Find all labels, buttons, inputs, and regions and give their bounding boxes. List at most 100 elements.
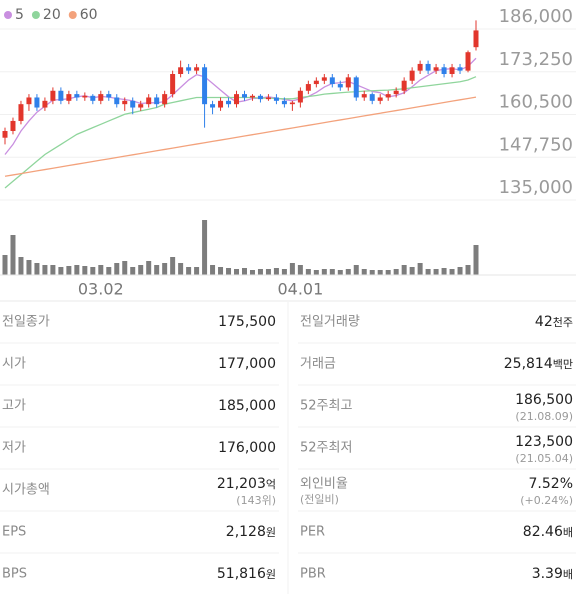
candle-body bbox=[313, 80, 319, 85]
candle-body bbox=[74, 94, 80, 98]
volume-bar bbox=[98, 265, 104, 275]
candle-body bbox=[249, 95, 255, 98]
volume-bar bbox=[273, 268, 279, 275]
moving-average bbox=[4, 57, 477, 155]
row-label: EPS bbox=[2, 525, 26, 540]
moving-average bbox=[4, 76, 477, 189]
row-value: 3.39 bbox=[532, 566, 563, 582]
row-sub: (143위) bbox=[236, 494, 276, 507]
volume-bar bbox=[345, 269, 351, 275]
candle-body bbox=[170, 74, 176, 95]
volume-bar bbox=[2, 255, 8, 275]
row-label: 저가 bbox=[2, 441, 26, 456]
row-label: 시가총액 bbox=[2, 483, 50, 498]
candle-body bbox=[202, 67, 208, 105]
legend-label: 60 bbox=[80, 7, 98, 23]
volume-bar bbox=[321, 269, 327, 275]
volume-bar bbox=[50, 265, 56, 275]
volume-bar bbox=[130, 267, 136, 275]
candle-body bbox=[329, 77, 335, 85]
volume-bar bbox=[82, 266, 88, 275]
row-value: 186,500 bbox=[515, 392, 573, 408]
volume-bar bbox=[18, 257, 24, 275]
row-sub: (+0.24%) bbox=[520, 494, 573, 507]
row-unit: 백만 bbox=[553, 358, 573, 371]
moving-average bbox=[4, 96, 477, 177]
volume-bar bbox=[297, 265, 303, 275]
row-unit: 천주 bbox=[553, 315, 573, 329]
row-label: 전일거래량 bbox=[300, 315, 360, 330]
row-label: 52주최고 bbox=[300, 399, 352, 414]
volume-bar bbox=[106, 267, 112, 275]
x-tick-label: 04.01 bbox=[277, 280, 323, 299]
volume-bar bbox=[178, 263, 184, 275]
candle-body bbox=[26, 97, 32, 105]
row-label: 외인비율 bbox=[300, 477, 348, 492]
row-value: 185,000 bbox=[218, 398, 276, 414]
candle-body bbox=[162, 94, 168, 105]
legend-label: 20 bbox=[43, 7, 61, 23]
volume-bar bbox=[433, 269, 439, 275]
candle-body bbox=[18, 104, 24, 121]
candle-body bbox=[50, 90, 56, 101]
volume-bar bbox=[170, 257, 176, 275]
volume-bar bbox=[377, 270, 383, 275]
candle-body bbox=[409, 70, 415, 81]
volume-bar bbox=[425, 269, 431, 275]
volume-bar bbox=[473, 245, 479, 275]
candle-body bbox=[42, 100, 48, 108]
row-sub: (21.05.04) bbox=[515, 452, 573, 465]
row-value: 82.46 bbox=[523, 524, 563, 540]
row-sub: (21.08.09) bbox=[515, 410, 573, 423]
volume-bar bbox=[353, 265, 359, 275]
table-divider bbox=[0, 300, 576, 302]
volume-bar bbox=[417, 263, 423, 275]
candle-body bbox=[226, 100, 232, 105]
volume-bar bbox=[257, 269, 263, 275]
candle-body bbox=[433, 67, 439, 71]
candle-body bbox=[106, 94, 112, 98]
candle-body bbox=[345, 77, 351, 88]
candle-body bbox=[457, 67, 463, 71]
row-value: 177,000 bbox=[218, 356, 276, 372]
volume-bar bbox=[449, 269, 455, 275]
volume-bar bbox=[281, 269, 287, 275]
candle-body bbox=[2, 131, 8, 138]
row-unit: 원 bbox=[266, 526, 276, 539]
volume-bar bbox=[393, 269, 399, 275]
candle-body bbox=[98, 94, 104, 101]
volume-bar bbox=[226, 268, 232, 275]
volume-bar bbox=[34, 263, 40, 275]
volume-bar bbox=[369, 270, 375, 275]
candle-body bbox=[257, 95, 263, 100]
volume-bar bbox=[194, 267, 200, 275]
candle-body bbox=[393, 90, 399, 95]
row-value: 25,814 bbox=[504, 356, 553, 372]
candle-body bbox=[90, 95, 96, 101]
volume-bar bbox=[465, 265, 471, 275]
candle-body bbox=[66, 94, 72, 101]
row-value: 2,128 bbox=[226, 524, 266, 540]
legend-dot bbox=[4, 11, 12, 19]
y-tick-label: 147,750 bbox=[499, 134, 573, 155]
row-label-sub: (전일비) bbox=[300, 492, 339, 506]
candle-body bbox=[273, 97, 279, 101]
row-value: 176,000 bbox=[218, 440, 276, 456]
volume-bar bbox=[58, 267, 64, 275]
candle-body bbox=[194, 67, 200, 71]
candle-body bbox=[114, 97, 120, 105]
volume-bar bbox=[74, 265, 80, 275]
candle-body bbox=[441, 67, 447, 74]
volume-bar bbox=[385, 270, 391, 275]
y-tick-label: 135,000 bbox=[499, 177, 573, 198]
y-tick-label: 160,500 bbox=[499, 92, 573, 113]
x-tick-label: 03.02 bbox=[78, 280, 124, 299]
volume-bar bbox=[90, 267, 96, 275]
candle-body bbox=[465, 52, 471, 71]
volume-bar bbox=[42, 265, 48, 275]
candle-body bbox=[34, 97, 40, 108]
candle-body bbox=[210, 104, 216, 108]
volume-bar bbox=[162, 263, 168, 275]
legend-dot bbox=[68, 11, 77, 19]
